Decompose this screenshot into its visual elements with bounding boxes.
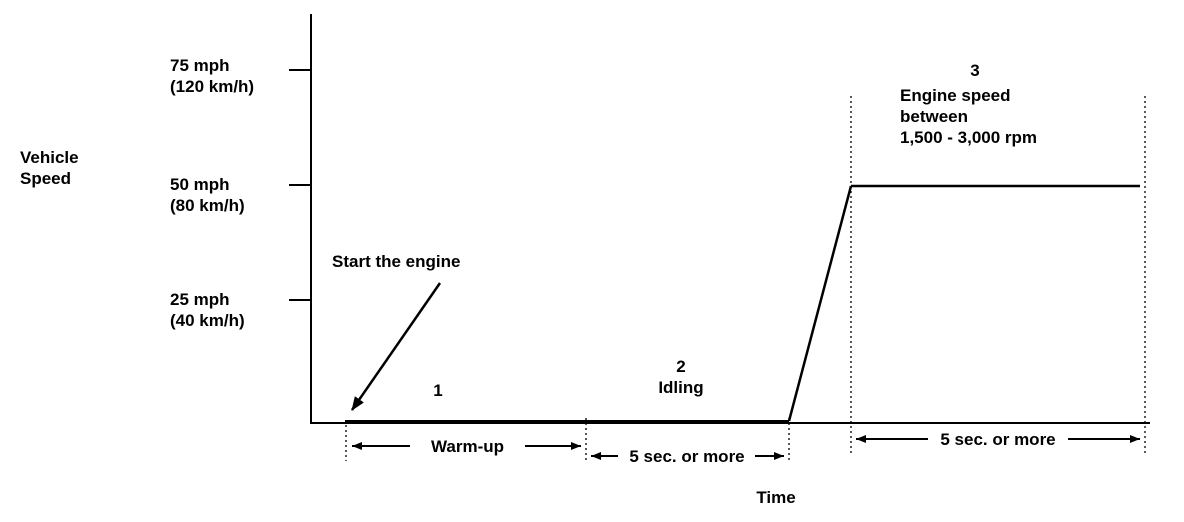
phase2-idling-label: 2 Idling xyxy=(658,357,704,397)
x-axis-title: Time xyxy=(756,488,796,507)
phase3-duration-label: 5 sec. or more xyxy=(940,430,1056,449)
phase3-engine-speed-label: Engine speed between 1,500 - 3,000 rpm xyxy=(900,86,1038,147)
phase1-number: 1 xyxy=(433,381,443,400)
y-tick-label-50mph: 50 mph (80 km/h) xyxy=(170,175,245,215)
y-tick-label-25mph: 25 mph (40 km/h) xyxy=(170,290,245,330)
trace-accel-segment xyxy=(787,185,853,422)
y-axis-title: Vehicle Speed xyxy=(20,148,79,188)
phase3-number: 3 xyxy=(970,61,980,80)
y-tick-label-75mph: 75 mph (120 km/h) xyxy=(170,56,255,96)
start-engine-label: Start the engine xyxy=(332,252,461,271)
phase1-warmup-label: Warm-up xyxy=(430,437,505,456)
phase2-duration-label: 5 sec. or more xyxy=(629,447,745,466)
start-engine-arrow xyxy=(350,282,442,411)
